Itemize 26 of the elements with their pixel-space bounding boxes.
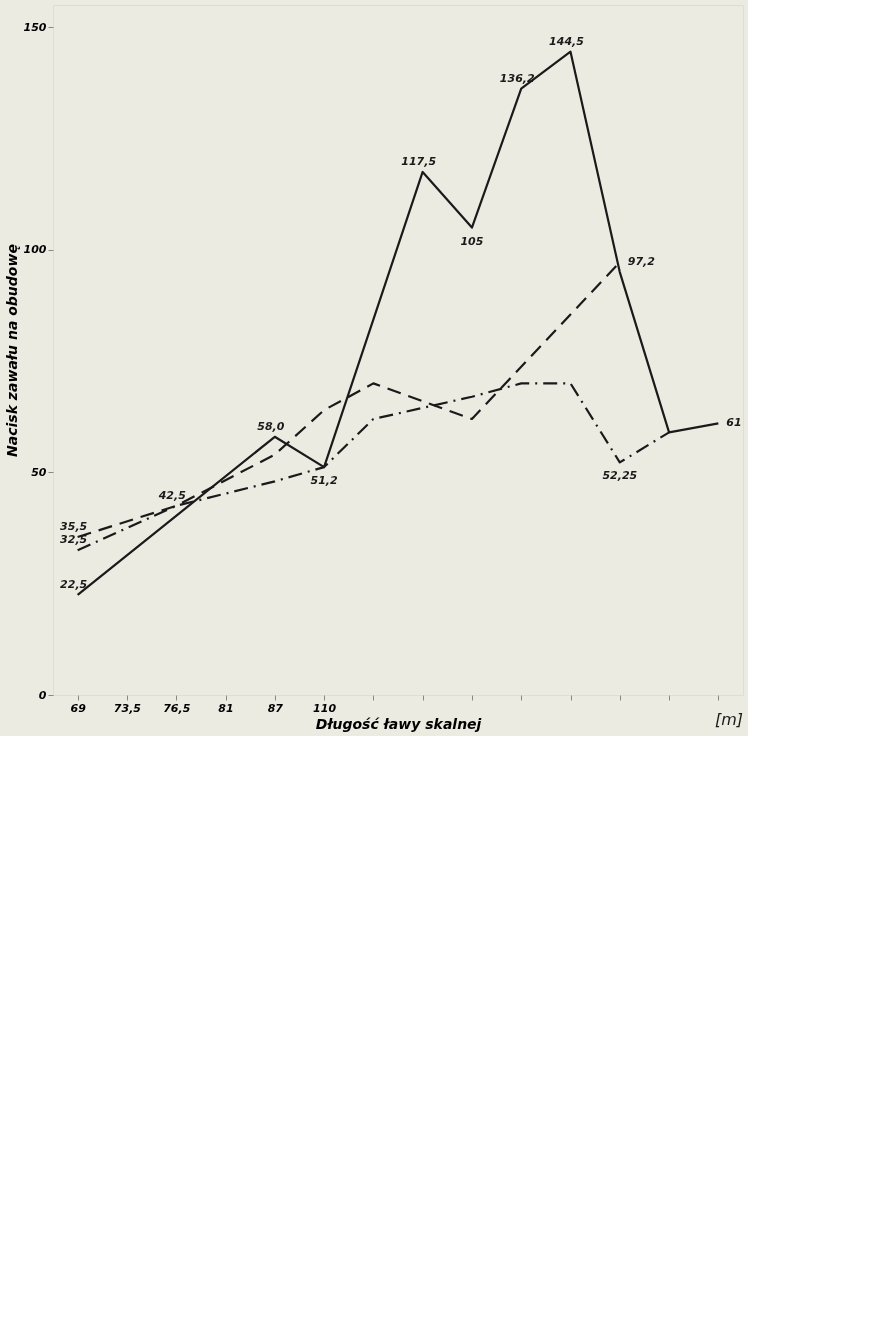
y-tick-label: 50 bbox=[31, 465, 47, 479]
data-label: 22,5 bbox=[60, 577, 88, 591]
data-label: 32,5 bbox=[60, 533, 88, 547]
data-label: 105 bbox=[460, 234, 484, 248]
y-tick-label: 100 bbox=[23, 243, 47, 257]
x-tick-label: 87 bbox=[267, 701, 284, 715]
data-label: 58,0 bbox=[257, 419, 285, 433]
x-tick-label: 69 bbox=[70, 701, 87, 715]
y-tick-label: 150 bbox=[23, 20, 47, 34]
y-tick-label: 0 bbox=[38, 688, 47, 702]
data-label: 117,5 bbox=[401, 154, 437, 168]
data-label: 61 bbox=[726, 416, 742, 430]
data-label: 136,2 bbox=[499, 71, 535, 85]
data-label: 144,5 bbox=[549, 34, 585, 48]
data-label: 42,5 bbox=[157, 488, 187, 502]
data-label: 52,25 bbox=[602, 469, 638, 483]
y-axis-title: Nacisk zawału na obudowę bbox=[3, 244, 20, 457]
x-tick-label: 76,5 bbox=[163, 701, 191, 715]
x-tick-label: 110 bbox=[313, 701, 337, 715]
data-label: 35,5 bbox=[60, 519, 88, 533]
x-tick-label: 73,5 bbox=[113, 701, 142, 715]
data-label: 51,2 bbox=[310, 474, 338, 488]
x-tick-label: 81 bbox=[218, 701, 234, 715]
data-label: 97,2 bbox=[627, 255, 656, 269]
text: [m] bbox=[714, 710, 743, 729]
x-axis-title: Długość ławy skalnej bbox=[315, 715, 482, 732]
